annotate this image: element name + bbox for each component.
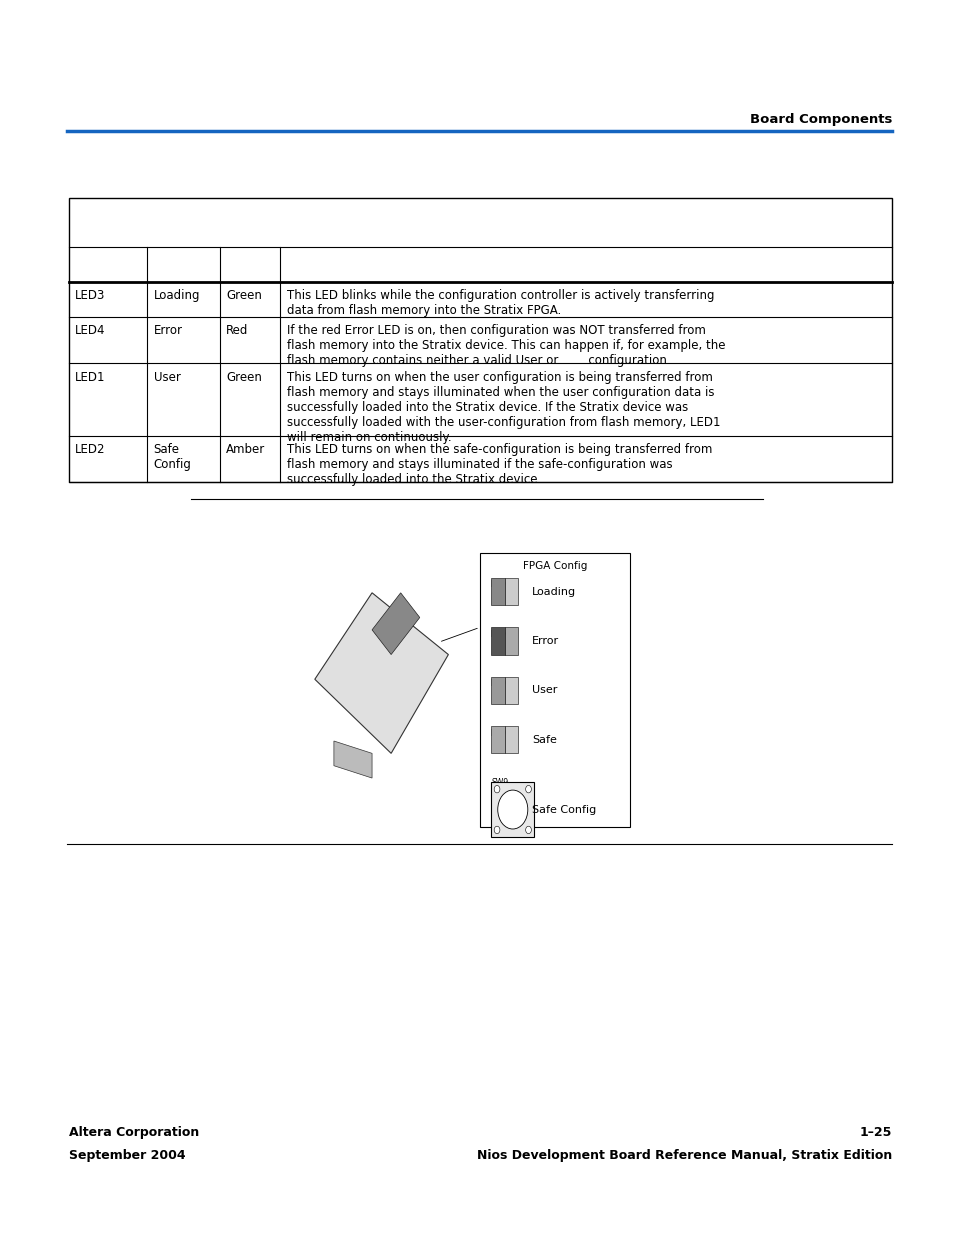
Bar — [504, 726, 517, 753]
Text: LED 3: LED 3 — [491, 580, 513, 589]
Text: Safe: Safe — [532, 735, 557, 745]
Text: LED 4: LED 4 — [491, 630, 513, 638]
Bar — [491, 782, 534, 837]
Circle shape — [497, 790, 527, 829]
Text: Board Components: Board Components — [749, 112, 891, 126]
Circle shape — [525, 826, 531, 834]
Polygon shape — [334, 741, 372, 778]
Text: September 2004: September 2004 — [69, 1149, 185, 1162]
Text: This LED turns on when the user configuration is being transferred from
flash me: This LED turns on when the user configur… — [287, 370, 720, 443]
Bar — [479, 553, 629, 827]
Text: Green: Green — [226, 370, 262, 384]
Bar — [491, 726, 504, 753]
Text: LED2: LED2 — [75, 443, 106, 456]
Circle shape — [525, 785, 531, 793]
Bar — [491, 677, 504, 704]
Text: Amber: Amber — [226, 443, 265, 456]
Text: Altera Corporation: Altera Corporation — [69, 1126, 199, 1140]
Text: Safe Config: Safe Config — [532, 804, 596, 815]
Bar — [491, 627, 504, 655]
Text: If the red Error LED is on, then configuration was NOT transferred from
flash me: If the red Error LED is on, then configu… — [287, 325, 725, 368]
Text: Error: Error — [153, 325, 182, 337]
Polygon shape — [314, 593, 448, 753]
Circle shape — [494, 785, 499, 793]
Bar — [504, 578, 517, 605]
Bar — [491, 578, 504, 605]
Text: SW9: SW9 — [491, 778, 508, 787]
Text: User: User — [532, 685, 558, 695]
Bar — [504, 627, 517, 655]
Text: Safe
Config: Safe Config — [153, 443, 192, 471]
Text: 1–25: 1–25 — [859, 1126, 891, 1140]
Text: LED3: LED3 — [75, 289, 106, 303]
Bar — [504, 677, 517, 704]
Text: Nios Development Board Reference Manual, Stratix Edition: Nios Development Board Reference Manual,… — [476, 1149, 891, 1162]
Text: This LED blinks while the configuration controller is actively transferring
data: This LED blinks while the configuration … — [287, 289, 714, 317]
Text: Loading: Loading — [153, 289, 200, 303]
Text: LED1: LED1 — [75, 370, 106, 384]
Bar — [69, 198, 891, 482]
Text: LED 2: LED 2 — [491, 729, 513, 737]
Text: Red: Red — [226, 325, 248, 337]
Text: LED4: LED4 — [75, 325, 106, 337]
Text: Green: Green — [226, 289, 262, 303]
Text: Error: Error — [532, 636, 558, 646]
Text: FPGA Config: FPGA Config — [522, 561, 586, 571]
Text: LED 1: LED 1 — [491, 679, 513, 688]
Text: This LED turns on when the safe-configuration is being transferred from
flash me: This LED turns on when the safe-configur… — [287, 443, 712, 485]
Text: Loading: Loading — [532, 587, 576, 597]
Circle shape — [494, 826, 499, 834]
Polygon shape — [372, 593, 419, 655]
Text: User: User — [153, 370, 180, 384]
